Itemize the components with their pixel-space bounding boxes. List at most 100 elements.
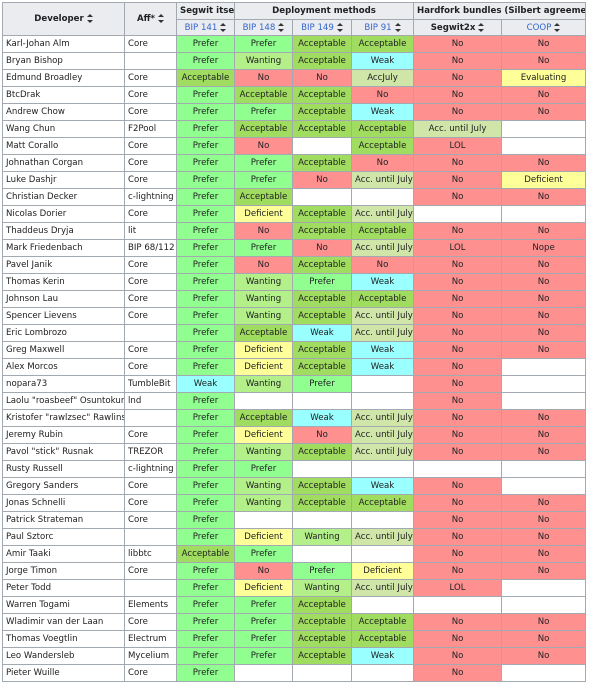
bip148-cell: Deficient: [234, 426, 293, 444]
bip141-cell: Prefer: [176, 630, 235, 648]
developer-name: Alex Morcos: [2, 358, 125, 376]
affiliation: Core: [124, 205, 177, 223]
sort-arrows-icon[interactable]: [277, 22, 285, 32]
developer-name: Jorge Timon: [2, 562, 125, 580]
bip141-cell: Prefer: [176, 443, 235, 461]
bip148-cell: Deficient: [234, 579, 293, 597]
table-row: Pieter Wuille Core Prefer No: [2, 664, 587, 682]
segwit2x-cell: No: [413, 341, 503, 359]
bip149-cell: Acceptable: [292, 154, 352, 172]
bip149-cell: Acceptable: [292, 443, 352, 461]
bip149-cell: Acceptable: [292, 120, 352, 138]
bip91-cell: Acc. until July: [350, 443, 415, 461]
bip149-cell: Acceptable: [292, 630, 352, 648]
sort-arrows-icon[interactable]: [157, 14, 165, 23]
developer-name: Kristofer "rawlzsec" Rawlins: [2, 409, 125, 427]
bip148-cell: No: [234, 69, 293, 87]
affiliation[interactable]: F2Pool: [124, 120, 177, 138]
table-row: Kristofer "rawlzsec" Rawlins Prefer Accept…: [2, 409, 587, 427]
table-row: Christian Decker c-lightning Prefer Accepta…: [2, 188, 587, 206]
bip149-cell: Acceptable: [292, 86, 352, 104]
affiliation: Core: [124, 477, 177, 495]
coop-cell: Evaluating: [501, 69, 587, 87]
bip141-cell: Prefer: [176, 613, 235, 631]
developer-name: Eric Lombrozo: [2, 324, 125, 342]
bip91-cell: No: [350, 256, 415, 274]
header-bip149[interactable]: BIP 149: [292, 19, 352, 36]
segwit2x-cell: No: [413, 188, 503, 206]
table-row: Eric Lombrozo Prefer Acceptable Weak Acc. un…: [2, 324, 587, 342]
table-row: Warren Togami Elements Prefer Prefer Accepta…: [2, 596, 587, 614]
bip148-cell: Deficient: [234, 358, 293, 376]
coop-cell: No: [501, 426, 587, 444]
bip91-cell: Acc. until July: [350, 579, 415, 597]
table-row: Pavol "stick" Rusnak TREZOR Prefer Wanting A…: [2, 443, 587, 461]
coop-cell: [501, 205, 587, 223]
bip148-cell: Prefer: [234, 596, 293, 614]
affiliation: Core: [124, 511, 177, 529]
coop-cell: No: [501, 341, 587, 359]
sort-arrows-icon[interactable]: [336, 22, 343, 32]
sort-arrows-icon[interactable]: [219, 22, 227, 32]
table-row: Matt Corallo Core Prefer No Acceptable LOL: [2, 137, 587, 155]
header-bip91[interactable]: BIP 91: [350, 19, 415, 36]
segwit2x-cell: No: [413, 494, 503, 512]
affiliation: Core: [124, 358, 177, 376]
bip91-cell: Weak: [350, 647, 415, 665]
developer-name: Johnson Lau: [2, 290, 125, 308]
segwit2x-cell: No: [413, 409, 503, 427]
affiliation: Core: [124, 273, 177, 291]
sort-arrows-icon[interactable]: [477, 22, 485, 32]
affiliation: Core: [124, 290, 177, 308]
segwit2x-cell: No: [413, 222, 503, 240]
table-row: Alex Morcos Core Prefer Deficient Acceptable…: [2, 358, 587, 376]
coop-cell: No: [501, 528, 587, 546]
affiliation: Core: [124, 426, 177, 444]
coop-cell: No: [501, 103, 587, 121]
developer-name: Jeremy Rubin: [2, 426, 125, 444]
segwit2x-cell: [413, 205, 503, 223]
bip91-cell: No: [350, 86, 415, 104]
developer-name: Karl-Johan Alm: [2, 35, 125, 53]
segwit2x-cell: No: [413, 630, 503, 648]
sort-arrows-icon[interactable]: [394, 22, 401, 32]
segwit2x-cell: No: [413, 528, 503, 546]
bip148-cell: Prefer: [234, 460, 293, 478]
bip149-cell: Acceptable: [292, 256, 352, 274]
bip141-cell: Prefer: [176, 392, 235, 410]
bip149-cell: Acceptable: [292, 477, 352, 495]
bip149-cell: Acceptable: [292, 613, 352, 631]
table-body: Karl-Johan Alm Core Prefer Prefer Acceptable…: [2, 35, 587, 682]
header-bip141[interactable]: BIP 141: [176, 19, 235, 36]
segwit2x-cell: No: [413, 69, 503, 87]
bip141-cell: Prefer: [176, 528, 235, 546]
table-row: Mark Friedenbach BIP 68/112 Prefer Prefer No…: [2, 239, 587, 257]
bip91-cell: Acc. until July: [350, 171, 415, 189]
table-row: Peter Todd Prefer Deficient Wanting Acc. unt…: [2, 579, 587, 597]
bip141-cell: Prefer: [176, 154, 235, 172]
coop-cell: No: [501, 494, 587, 512]
header-segwit2x[interactable]: Segwit2x: [413, 19, 503, 36]
affiliation: c-lightning: [124, 188, 177, 206]
header-coop[interactable]: COOP: [501, 19, 587, 36]
bip141-cell: Prefer: [176, 290, 235, 308]
segwit2x-cell: No: [413, 324, 503, 342]
sort-arrows-icon[interactable]: [86, 14, 93, 23]
bip149-cell: No: [292, 239, 352, 257]
bip148-cell: Prefer: [234, 630, 293, 648]
header-bip148[interactable]: BIP 148: [234, 19, 293, 36]
bip141-cell: Prefer: [176, 35, 235, 53]
header-developer[interactable]: Developer: [2, 2, 125, 36]
developer-name: Pieter Wuille: [2, 664, 125, 682]
table-row: Rusty Russell c-lightning Prefer Prefer: [2, 460, 587, 478]
affiliation[interactable]: TREZOR: [124, 443, 177, 461]
sort-arrows-icon[interactable]: [553, 22, 561, 32]
bip148-cell: Wanting: [234, 494, 293, 512]
table-row: Thomas Voegtlin Electrum Prefer Prefer Accep…: [2, 630, 587, 648]
header-aff[interactable]: Aff*: [124, 2, 177, 36]
bip141-cell: Prefer: [176, 477, 235, 495]
developer-name: Christian Decker: [2, 188, 125, 206]
bip148-cell: Deficient: [234, 528, 293, 546]
bip149-cell: Prefer: [292, 273, 352, 291]
affiliation: Core: [124, 613, 177, 631]
